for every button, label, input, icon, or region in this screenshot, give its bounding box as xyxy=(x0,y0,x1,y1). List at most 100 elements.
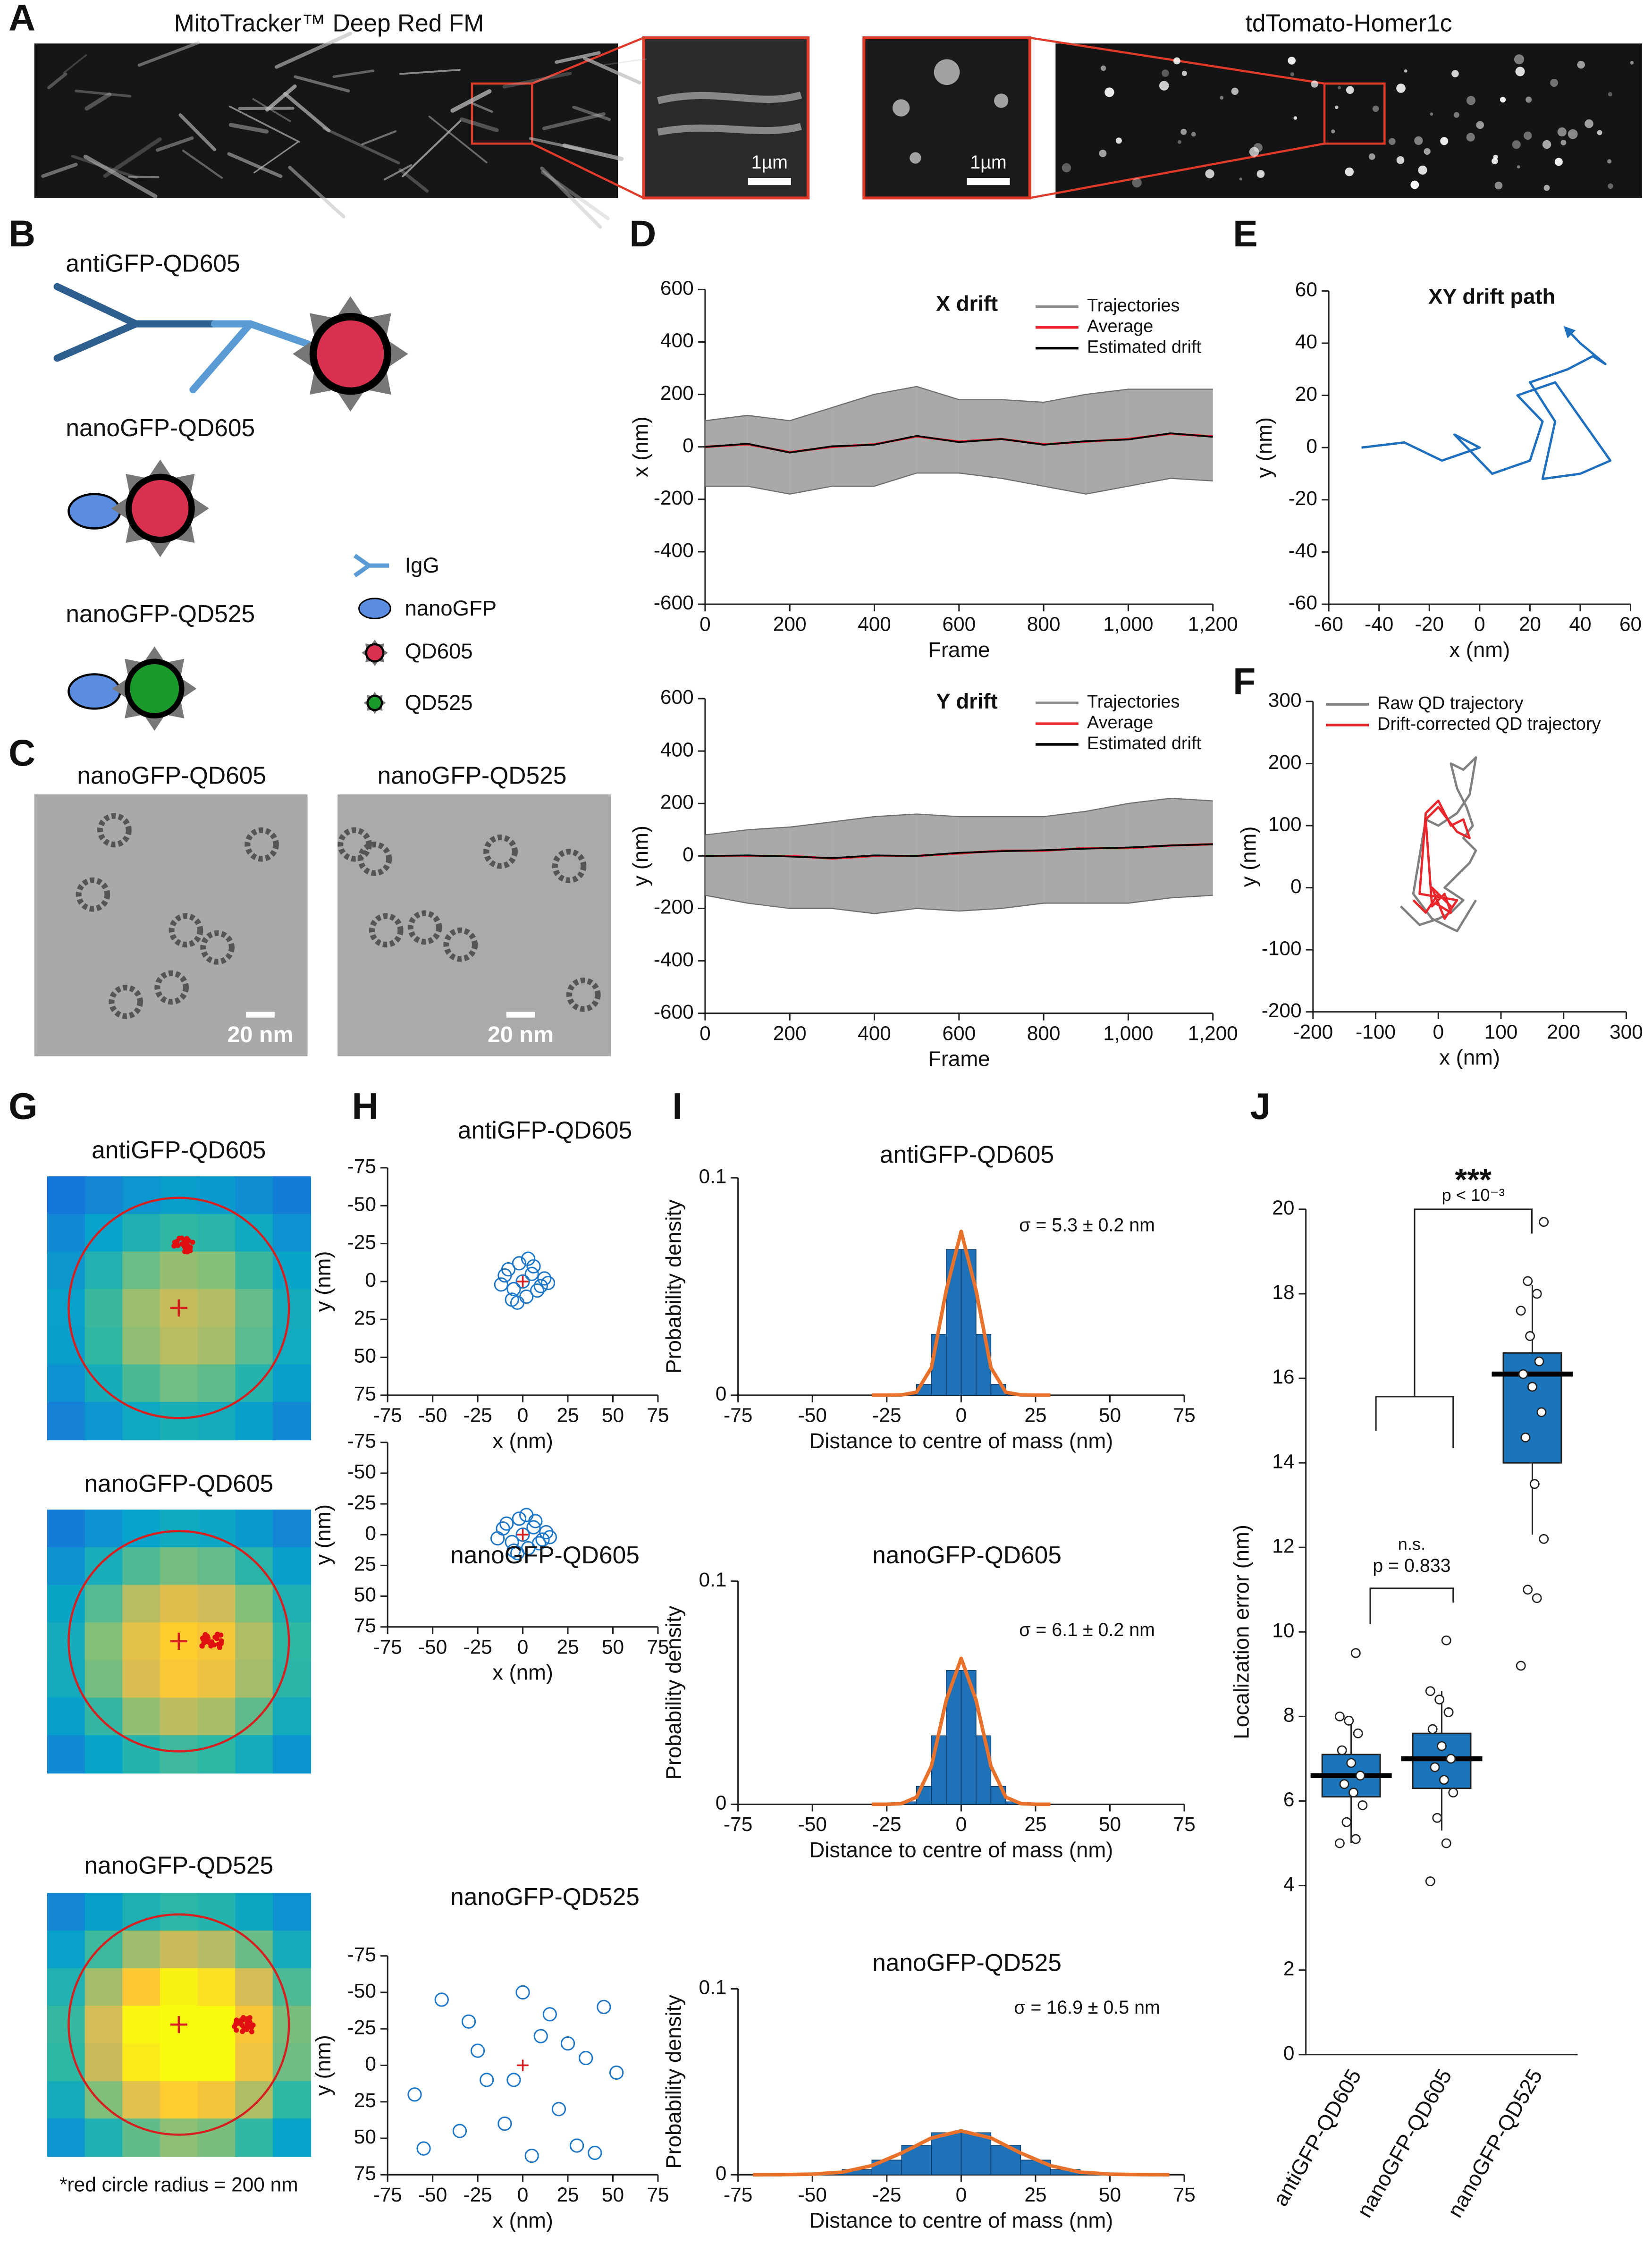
point xyxy=(494,1277,508,1292)
y-tick-label: 75 xyxy=(354,2162,376,2185)
y-tick-label: -200 xyxy=(654,896,694,918)
punctum xyxy=(1181,70,1187,76)
micrograph-label: MitoTracker™ Deep Red FM xyxy=(174,9,484,36)
punctum xyxy=(1543,185,1550,191)
heatmap-cell xyxy=(160,1402,199,1441)
heatmap-cell xyxy=(47,1697,86,1736)
x-tick-label: 1,200 xyxy=(1188,613,1238,635)
punctum xyxy=(1585,119,1593,128)
x-tick-label: 0 xyxy=(956,2184,967,2206)
qd-core xyxy=(366,694,383,711)
chart-title: XY drift path xyxy=(1428,285,1555,309)
trajectory-edge xyxy=(705,472,1213,495)
punctum xyxy=(1597,130,1602,135)
trajectory-blob xyxy=(215,1631,220,1637)
point xyxy=(519,1508,534,1522)
point xyxy=(1439,1775,1449,1785)
y-tick-label: 0.1 xyxy=(699,1976,726,1999)
heatmap-cell xyxy=(235,1930,274,1969)
mito xyxy=(398,168,429,193)
point xyxy=(497,2116,512,2131)
scale-bar xyxy=(967,178,1010,186)
point xyxy=(1523,1585,1533,1595)
legend-label: Estimated drift xyxy=(1087,337,1201,357)
particle xyxy=(552,849,587,883)
bracket xyxy=(1414,1208,1533,1397)
bracket xyxy=(1375,1396,1454,1448)
y-tick-label: -400 xyxy=(654,539,694,561)
punctum xyxy=(1608,92,1612,97)
punctum xyxy=(1346,86,1354,94)
y-tick-label: 400 xyxy=(660,738,694,760)
bar xyxy=(946,1249,962,1396)
scale-label: 1µm xyxy=(751,152,788,173)
heatmap-cell xyxy=(47,1660,86,1698)
particle xyxy=(566,977,601,1012)
point xyxy=(1523,1276,1533,1286)
x-tick-label: -50 xyxy=(418,1404,447,1426)
punctum xyxy=(934,59,960,85)
punctum xyxy=(1526,96,1532,103)
x-tick-label: -50 xyxy=(798,2184,827,2206)
mito xyxy=(469,101,493,113)
x-tick-label: 600 xyxy=(942,1022,976,1044)
heatmap-cell xyxy=(84,1326,123,1365)
y-tick-label: 12 xyxy=(1272,1535,1294,1557)
legend-label: Raw QD trajectory xyxy=(1377,693,1523,713)
point xyxy=(512,1256,527,1271)
heatmap-cell xyxy=(272,1735,312,1774)
particle xyxy=(244,827,279,862)
point xyxy=(609,2065,624,2080)
particle xyxy=(76,877,110,912)
trajectory-band xyxy=(705,829,748,903)
mito xyxy=(555,51,601,64)
x-tick-label: -75 xyxy=(724,1404,752,1426)
y-tick-label: 100 xyxy=(1268,813,1302,835)
y-tick-label: 600 xyxy=(660,277,694,299)
heatmap-cell xyxy=(160,1547,199,1586)
punctum xyxy=(1577,60,1585,69)
particle xyxy=(109,985,143,1019)
mito xyxy=(402,120,461,177)
trajectory-band xyxy=(1001,817,1044,909)
trajectory-band xyxy=(1086,389,1129,494)
trajectory-blob xyxy=(234,2017,239,2023)
heatmap-cell xyxy=(272,1214,312,1252)
x-tick-label: 800 xyxy=(1027,1022,1061,1044)
panel-letter: B xyxy=(8,213,35,254)
y-tick-label: 0 xyxy=(683,844,694,866)
bar xyxy=(961,2132,992,2176)
heatmap-cell xyxy=(47,1547,86,1586)
y-tick-label: 16 xyxy=(1272,1366,1294,1388)
punctum xyxy=(1524,131,1532,140)
heatmap-cell xyxy=(197,2006,236,2044)
punctum xyxy=(1311,80,1318,88)
heatmap-cell xyxy=(122,2006,161,2044)
point xyxy=(1525,1331,1535,1341)
trajectory-blob xyxy=(244,2027,250,2032)
mito xyxy=(294,75,350,93)
x-tick-label: 0 xyxy=(1433,1021,1444,1043)
heatmap-cell xyxy=(272,1364,312,1403)
trajectory-band xyxy=(917,386,959,473)
heatmap-cell xyxy=(122,1364,161,1403)
chart-title: X drift xyxy=(936,292,998,316)
nanobody xyxy=(67,493,121,530)
point xyxy=(1337,1745,1347,1755)
trajectory-blob xyxy=(214,1636,219,1641)
heatmap-cell xyxy=(47,2118,86,2157)
x-tick-label: 75 xyxy=(1173,1813,1196,1835)
y-tick-label: 300 xyxy=(1268,689,1302,711)
y-tick-label: 0 xyxy=(716,1383,727,1405)
mito xyxy=(228,105,300,143)
y-tick-label: -50 xyxy=(347,1980,376,2002)
punctum xyxy=(1180,128,1187,135)
heatmap-cell xyxy=(272,1547,312,1586)
decoration xyxy=(34,32,1642,2157)
punctum xyxy=(1451,70,1459,77)
y-tick-label: -50 xyxy=(347,1193,376,1215)
punctum xyxy=(1430,112,1433,116)
trajectory-band xyxy=(959,817,1002,911)
x-tick-label: -75 xyxy=(373,2184,402,2206)
y-tick-label: 600 xyxy=(660,686,694,708)
